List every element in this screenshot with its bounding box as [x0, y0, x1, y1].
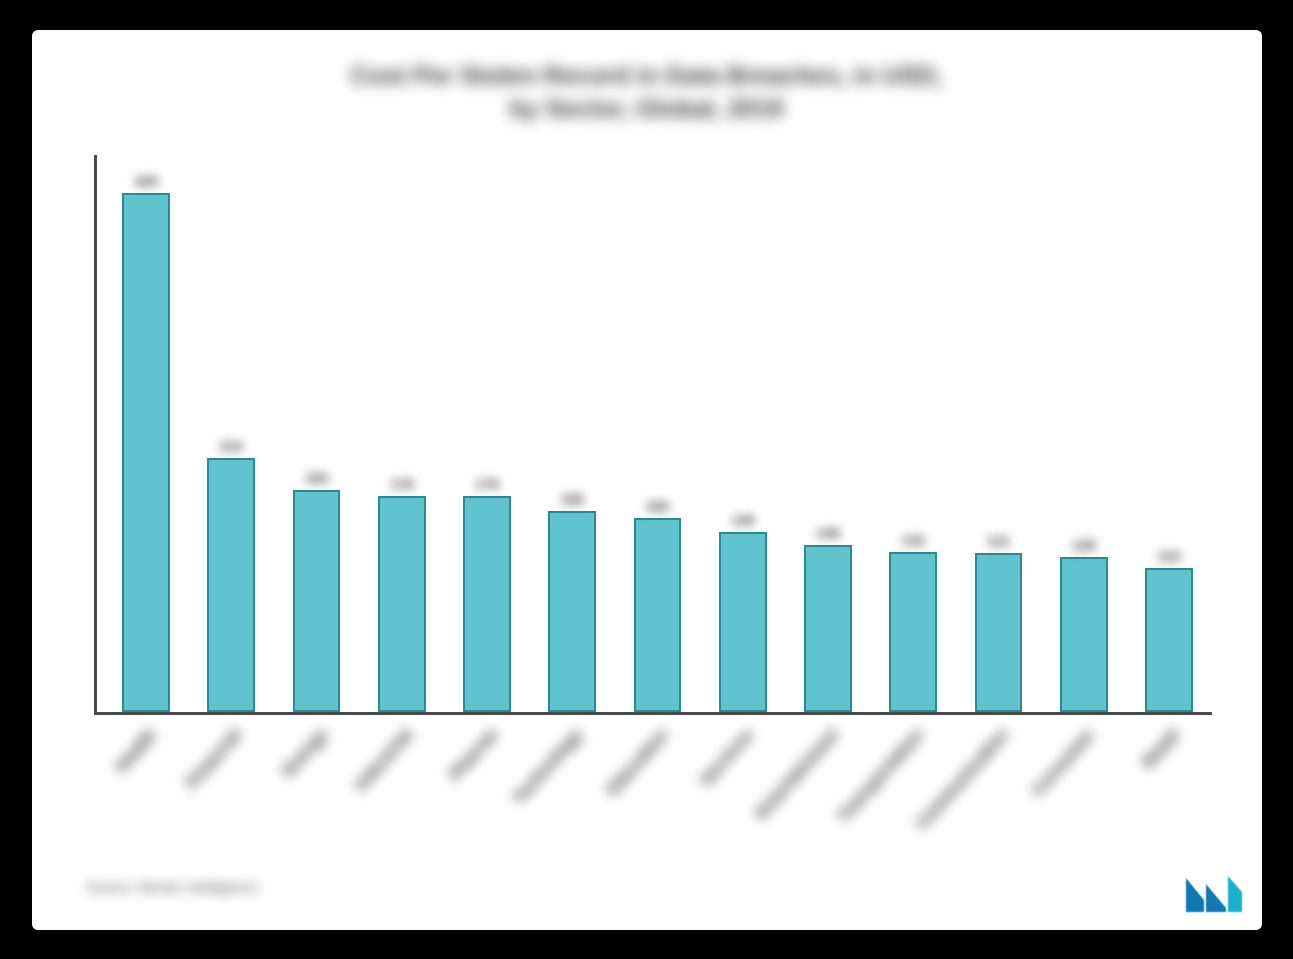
bar-slot: 119 — [1126, 155, 1211, 712]
bar — [634, 518, 682, 712]
bar-slot: 166 — [530, 155, 615, 712]
x-axis-label: Health — [111, 725, 161, 777]
bar-value-label: 132 — [902, 532, 925, 548]
bar-slot: 178 — [359, 155, 444, 712]
mordor-logo-icon — [1184, 872, 1244, 916]
bar — [889, 552, 937, 712]
x-axis-label: Energy — [278, 725, 331, 781]
bar-slot: 149 — [700, 155, 785, 712]
x-axis-label: Pharma — [445, 725, 502, 785]
bar — [207, 458, 255, 712]
x-labels-container: HealthFinancialEnergyIndustrialPharmaTec… — [104, 715, 1212, 885]
chart-title-line2: by Sector, Global, 2019 — [72, 93, 1222, 127]
x-label-slot: Education — [615, 715, 700, 885]
x-label-slot: Energy — [274, 715, 359, 885]
source-text: Source: Mordor Intelligence — [87, 879, 258, 895]
bar-slot: 138 — [785, 155, 870, 712]
bar-value-label: 160 — [646, 498, 669, 514]
x-axis-label: Financial — [182, 725, 246, 793]
bar-value-label: 166 — [561, 491, 584, 507]
bars-container: 429 210 183 178 178 166 160 149 138 132 131 128 119 — [104, 155, 1212, 712]
y-axis — [94, 155, 97, 715]
bar — [1145, 568, 1193, 712]
bar-value-label: 210 — [220, 438, 243, 454]
bar — [804, 545, 852, 712]
x-label-slot: Financial — [189, 715, 274, 885]
bar-slot: 128 — [1041, 155, 1126, 712]
bar-slot: 210 — [189, 155, 274, 712]
x-label-slot: Retail — [1126, 715, 1211, 885]
bar-value-label: 138 — [816, 525, 839, 541]
bar — [293, 490, 341, 712]
bar-value-label: 128 — [1072, 537, 1095, 553]
plot-area: 429 210 183 178 178 166 160 149 138 132 131 128 119 — [94, 155, 1212, 715]
bar — [719, 532, 767, 712]
bar-value-label: 131 — [987, 533, 1010, 549]
bar — [548, 511, 596, 712]
bar-slot: 132 — [871, 155, 956, 712]
x-axis-label: Services — [696, 725, 758, 790]
bar — [1060, 557, 1108, 712]
bar — [463, 496, 511, 712]
bar — [378, 496, 426, 712]
bar-slot: 429 — [104, 155, 189, 712]
bar-slot: 160 — [615, 155, 700, 712]
x-label-slot: Communication — [956, 715, 1041, 885]
bar — [975, 553, 1023, 712]
bar-value-label: 178 — [390, 476, 413, 492]
x-label-slot: Technology — [530, 715, 615, 885]
bar-value-label: 149 — [731, 512, 754, 528]
chart-title: Cost Per Stolen Record in Data Breaches,… — [72, 60, 1222, 128]
x-label-slot: Consumer — [1041, 715, 1126, 885]
x-label-slot: Health — [104, 715, 189, 885]
x-axis-label: Retail — [1138, 725, 1184, 773]
bar — [122, 193, 170, 712]
chart-frame: Cost Per Stolen Record in Data Breaches,… — [32, 30, 1262, 930]
bar-slot: 183 — [274, 155, 359, 712]
bar-slot: 178 — [444, 155, 529, 712]
bar-value-label: 429 — [134, 173, 157, 189]
bar-value-label: 178 — [475, 476, 498, 492]
bar-value-label: 183 — [305, 470, 328, 486]
bar-slot: 131 — [956, 155, 1041, 712]
chart-title-line1: Cost Per Stolen Record in Data Breaches,… — [72, 60, 1222, 94]
x-axis-label: Industrial — [351, 725, 417, 795]
bar-value-label: 119 — [1158, 548, 1181, 564]
x-label-slot: Industrial — [359, 715, 444, 885]
